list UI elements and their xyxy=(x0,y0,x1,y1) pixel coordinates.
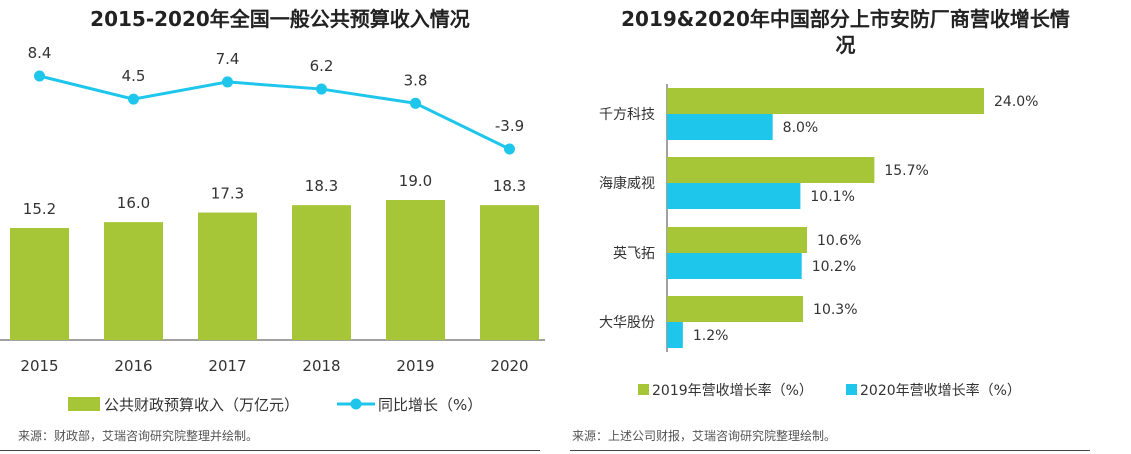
revenue-bar-label: 18.3 xyxy=(493,177,526,195)
x-tick-label: 2018 xyxy=(302,357,340,375)
bar-2020 xyxy=(667,322,683,348)
growth-point xyxy=(128,93,139,105)
bar-2019 xyxy=(667,157,875,183)
right-chart-panel: 2019&2020年中国部分上市安防厂商营收增长情 况 24.0% 8.0% 千方科… xyxy=(560,0,1131,454)
growth-point xyxy=(410,97,421,109)
left-chart-svg: 15.2 2015 16.0 2016 17.3 2017 18.3 2018 19.0 2019… xyxy=(0,44,545,414)
right-chart-svg: 24.0% 8.0% 千方科技 15.7% 10.1% 海康威视 10.6% 10.2% 英飞拓… xyxy=(599,84,1038,399)
bar-2019-label: 15.7% xyxy=(884,163,928,179)
left-source-note: 来源：财政部，艾瑞咨询研究院整理并绘制。 xyxy=(18,429,259,443)
bar-2020 xyxy=(667,114,773,140)
left-bottom-rule xyxy=(0,450,540,451)
right-chart-title-line2: 况 xyxy=(835,33,856,57)
x-tick-label: 2017 xyxy=(208,357,246,375)
bar-2019-label: 24.0% xyxy=(994,94,1038,110)
right-source-note: 来源：上述公司财报，艾瑞咨询研究院整理绘制。 xyxy=(572,429,837,443)
revenue-bar-label: 19.0 xyxy=(399,172,432,190)
growth-point xyxy=(34,70,45,82)
legend-bar-swatch xyxy=(68,397,100,411)
bar-2020 xyxy=(667,253,802,279)
growth-point-label: 7.4 xyxy=(216,50,240,68)
revenue-bar xyxy=(386,200,445,340)
company-label: 千方科技 xyxy=(599,107,655,123)
bar-2020-label: 10.1% xyxy=(810,189,854,205)
bar-2020-label: 8.0% xyxy=(783,120,819,136)
bar-2019 xyxy=(667,227,808,253)
right-bottom-rule xyxy=(570,450,1090,451)
growth-point-label: 8.4 xyxy=(28,44,52,62)
legend-2020-swatch xyxy=(846,384,857,395)
bar-2019 xyxy=(667,88,984,114)
legend-2019-swatch xyxy=(638,384,649,395)
x-tick-label: 2015 xyxy=(20,357,58,375)
revenue-bar xyxy=(480,205,539,340)
legend-line-label: 同比增长（%） xyxy=(378,396,482,414)
growth-point-label: 6.2 xyxy=(310,57,334,75)
revenue-bar xyxy=(198,212,257,340)
bar-2019 xyxy=(667,296,804,322)
growth-point xyxy=(316,83,327,95)
growth-point-label: 4.5 xyxy=(122,67,146,85)
company-label: 大华股份 xyxy=(599,315,655,331)
revenue-bar-label: 17.3 xyxy=(211,185,244,203)
x-tick-label: 2020 xyxy=(490,357,528,375)
right-chart-title: 2019&2020年中国部分上市安防厂商营收增长情 况 xyxy=(560,6,1131,58)
x-tick-label: 2019 xyxy=(396,357,434,375)
revenue-bar-label: 18.3 xyxy=(305,177,338,195)
bar-2020-label: 10.2% xyxy=(812,259,856,275)
company-label: 英飞拓 xyxy=(613,245,655,262)
bar-2020 xyxy=(667,183,801,209)
legend-2020-label: 2020年营收增长率（%） xyxy=(860,382,1021,399)
revenue-bar xyxy=(10,228,69,340)
growth-point xyxy=(504,143,515,155)
growth-point-label: -3.9 xyxy=(495,117,524,135)
bar-2019-label: 10.3% xyxy=(813,302,857,318)
growth-line xyxy=(39,74,511,151)
left-chart-panel: 2015-2020年全国一般公共预算收入情况 15.2 2015 16.0 2016 1… xyxy=(0,0,560,454)
revenue-bar-label: 16.0 xyxy=(117,194,150,212)
legend-2019-label: 2019年营收增长率（%） xyxy=(652,382,813,399)
company-label: 海康威视 xyxy=(599,175,655,192)
legend-bar-label: 公共财政预算收入（万亿元） xyxy=(104,396,299,414)
bar-2020-label: 1.2% xyxy=(693,328,729,344)
bar-2019-label: 10.6% xyxy=(817,233,861,249)
growth-point-label: 3.8 xyxy=(404,71,428,89)
legend-line-marker xyxy=(350,398,362,410)
right-chart-title-line1: 2019&2020年中国部分上市安防厂商营收增长情 xyxy=(621,7,1070,31)
left-chart-title: 2015-2020年全国一般公共预算收入情况 xyxy=(90,7,470,31)
revenue-bar-label: 15.2 xyxy=(23,200,56,218)
revenue-bar xyxy=(292,205,351,340)
revenue-bar xyxy=(104,222,163,340)
x-tick-label: 2016 xyxy=(114,357,152,375)
growth-point xyxy=(222,76,233,88)
